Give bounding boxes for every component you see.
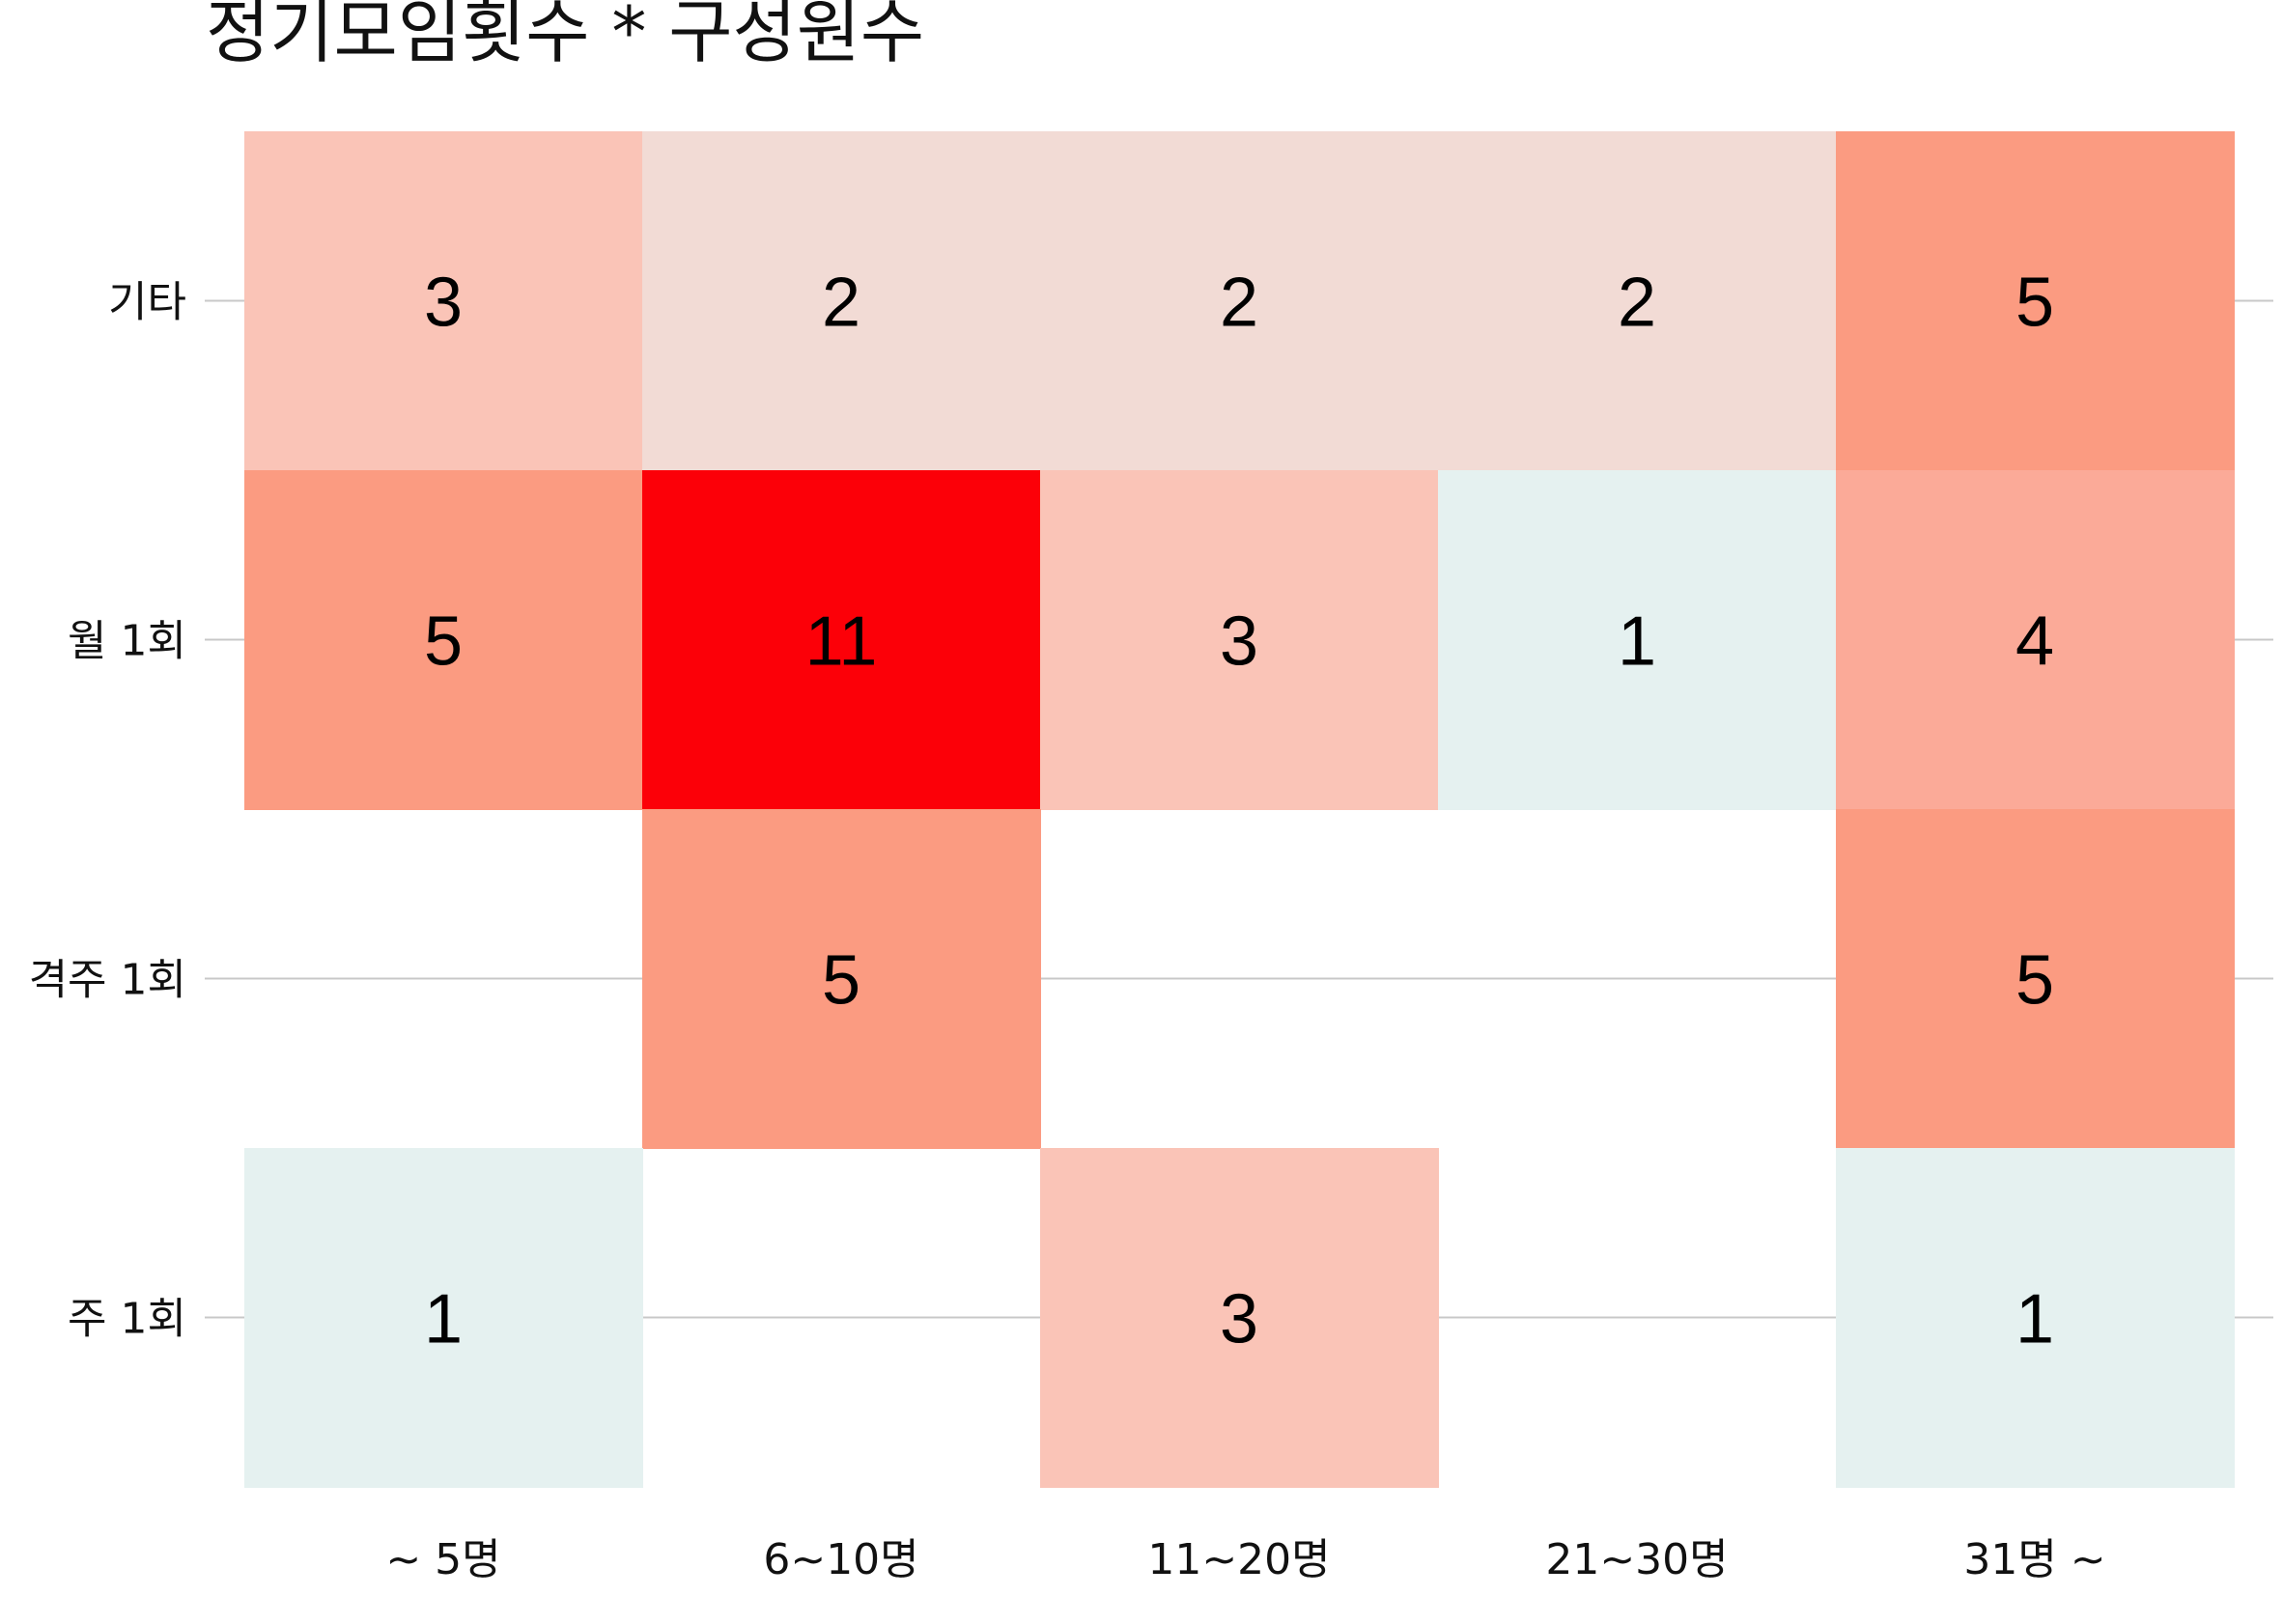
- y-tick-label: 주 1회: [68, 1295, 186, 1344]
- cell-value-label: 5: [2015, 265, 2054, 342]
- cell-value-label: 1: [424, 1281, 463, 1358]
- cell-value-label: 2: [822, 265, 860, 342]
- cell-value-label: 2: [1220, 265, 1258, 342]
- cell-value-label: 1: [2015, 1281, 2054, 1358]
- cell-value-label: 3: [1220, 603, 1258, 681]
- y-tick-label: 월 1회: [68, 617, 186, 666]
- cell-value-label: 3: [424, 265, 463, 342]
- cell-value-label: 11: [805, 603, 878, 681]
- x-tick-label: 31명 ~: [1963, 1535, 2105, 1584]
- cell-value-label: 4: [2015, 603, 2054, 681]
- x-axis-ticks: ~ 5명 6~10명 11~20명 21~30명 31명 ~: [385, 1535, 2105, 1584]
- y-tick-label: 격주 1회: [29, 956, 186, 1005]
- chart-title: 정기모임횟수 * 구성원수: [206, 0, 924, 72]
- cell-value-label: 2: [1618, 265, 1656, 342]
- y-tick-label: 기타: [108, 278, 186, 327]
- cell-value-label: 5: [2015, 942, 2054, 1020]
- cell-value-label: 5: [424, 603, 463, 681]
- x-tick-label: 21~30명: [1545, 1535, 1728, 1584]
- x-tick-label: 6~10명: [763, 1535, 918, 1584]
- cell-value-label: 1: [1618, 603, 1656, 681]
- cell-value-label: 3: [1220, 1281, 1258, 1358]
- x-tick-label: 11~20명: [1147, 1535, 1330, 1584]
- x-tick-label: ~ 5명: [385, 1535, 500, 1584]
- cell-value-label: 5: [822, 942, 860, 1020]
